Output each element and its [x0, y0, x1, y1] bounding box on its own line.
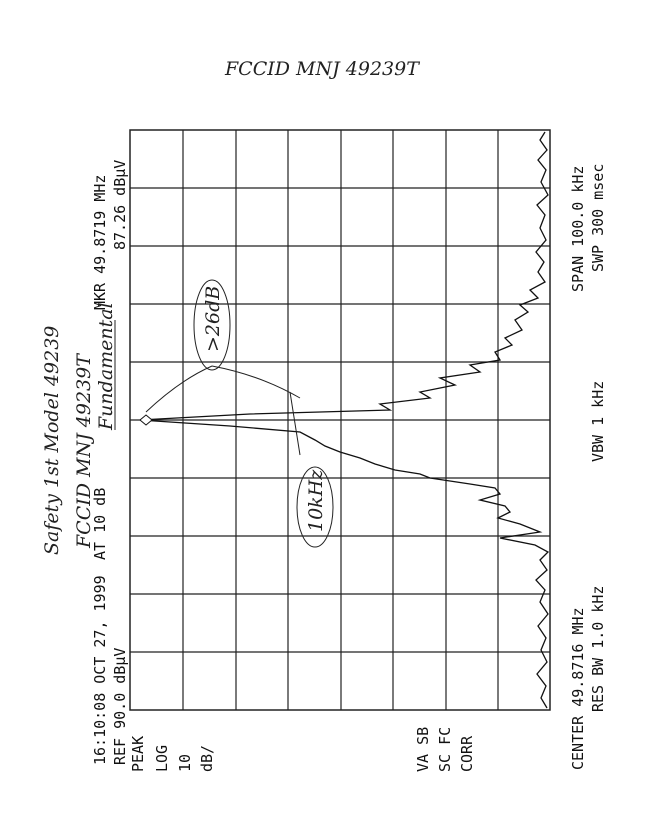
- scale-label: 10: [176, 754, 194, 772]
- annotation-circle: [193, 279, 231, 371]
- marker-level: 87.26 dBμV: [111, 160, 129, 250]
- reference-level: REF 90.0 dBμV: [111, 648, 129, 765]
- correction-label: CORR: [458, 735, 476, 772]
- marker: [139, 414, 153, 426]
- plot-grid: [129, 129, 551, 711]
- annotation-arrow: [211, 365, 301, 399]
- handwritten-suppression: >26dB: [202, 286, 224, 352]
- spectrum-trace: [139, 131, 550, 709]
- annotation-lines: [114, 279, 334, 548]
- handwritten-fundamental: Fundamental: [95, 302, 117, 431]
- correction-label: SC FC: [436, 727, 454, 772]
- handwritten-bandwidth: 10kHz: [305, 469, 327, 532]
- span: SPAN 100.0 kHz: [569, 166, 587, 292]
- resolution-bandwidth: RES BW 1.0 kHz: [589, 586, 607, 712]
- scale-label: dB/: [198, 745, 216, 772]
- scale-label: PEAK: [129, 736, 147, 772]
- timestamp: 16:10:08 OCT 27, 1999: [91, 575, 109, 765]
- sweep-time: SWP 300 msec: [589, 164, 607, 272]
- marker-frequency: MKR 49.8719 MHz: [91, 175, 109, 310]
- video-bandwidth: VBW 1 kHz: [589, 381, 607, 462]
- annotation-arrow: [145, 365, 213, 413]
- center-frequency: CENTER 49.8716 MHz: [569, 607, 587, 770]
- annotation-arrow: [289, 391, 301, 456]
- annotation-circle: [296, 466, 334, 548]
- attenuation: AT 10 dB: [91, 488, 109, 560]
- scale-label: LOG: [153, 745, 171, 772]
- handwritten-product: Safety 1st Model 49239: [41, 326, 63, 555]
- handwritten-fccid: FCCID MNJ 49239T: [73, 353, 95, 549]
- correction-label: VA SB: [414, 727, 432, 772]
- header-title: FCCID MNJ 49239T: [224, 58, 420, 80]
